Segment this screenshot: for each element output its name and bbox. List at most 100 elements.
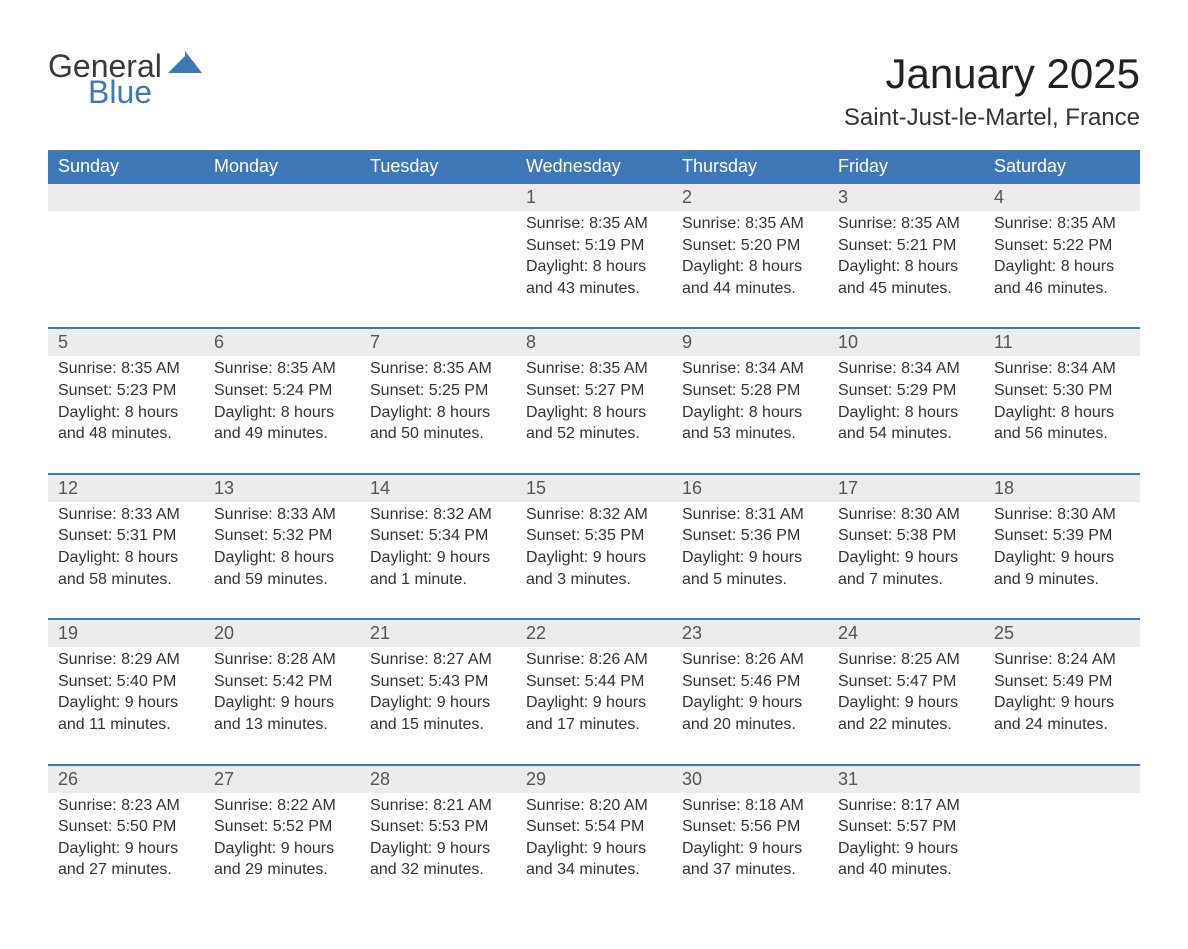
- day-body-row: Sunrise: 8:33 AMSunset: 5:31 PMDaylight:…: [48, 502, 1140, 618]
- daylight-line-2: and 54 minutes.: [838, 423, 974, 445]
- daylight-line-1: Daylight: 9 hours: [994, 692, 1130, 714]
- month-title: January 2025: [844, 50, 1140, 98]
- day-number-cell: 2: [672, 184, 828, 211]
- day-body-cell: Sunrise: 8:33 AMSunset: 5:31 PMDaylight:…: [48, 502, 204, 618]
- daylight-line-2: and 24 minutes.: [994, 714, 1130, 736]
- location-subtitle: Saint-Just-le-Martel, France: [844, 104, 1140, 132]
- day-body-cell: Sunrise: 8:20 AMSunset: 5:54 PMDaylight:…: [516, 793, 672, 909]
- day-body-cell: Sunrise: 8:35 AMSunset: 5:24 PMDaylight:…: [204, 356, 360, 472]
- day-body-cell: Sunrise: 8:21 AMSunset: 5:53 PMDaylight:…: [360, 793, 516, 909]
- day-number-row: 12131415161718: [48, 475, 1140, 502]
- daylight-line-1: Daylight: 9 hours: [838, 547, 974, 569]
- day-number-cell: 31: [828, 766, 984, 793]
- day-number-cell: 12: [48, 475, 204, 502]
- sunrise-line: Sunrise: 8:35 AM: [526, 213, 662, 235]
- sunset-line: Sunset: 5:22 PM: [994, 235, 1130, 257]
- sunset-line: Sunset: 5:52 PM: [214, 816, 350, 838]
- daylight-line-1: Daylight: 8 hours: [526, 402, 662, 424]
- daylight-line-1: Daylight: 9 hours: [682, 547, 818, 569]
- day-body-cell: Sunrise: 8:35 AMSunset: 5:19 PMDaylight:…: [516, 211, 672, 327]
- daylight-line-2: and 53 minutes.: [682, 423, 818, 445]
- sunrise-line: Sunrise: 8:26 AM: [682, 649, 818, 671]
- day-number-cell: 27: [204, 766, 360, 793]
- weekday-header-cell: Thursday: [672, 150, 828, 184]
- sunrise-line: Sunrise: 8:23 AM: [58, 795, 194, 817]
- sunrise-line: Sunrise: 8:26 AM: [526, 649, 662, 671]
- sunset-line: Sunset: 5:31 PM: [58, 525, 194, 547]
- sunrise-line: Sunrise: 8:32 AM: [370, 504, 506, 526]
- sunrise-line: Sunrise: 8:33 AM: [58, 504, 194, 526]
- logo: General Blue: [48, 50, 202, 108]
- title-block: January 2025 Saint-Just-le-Martel, Franc…: [844, 50, 1140, 132]
- sunrise-line: Sunrise: 8:33 AM: [214, 504, 350, 526]
- day-body-cell: [984, 793, 1140, 909]
- day-body-cell: Sunrise: 8:25 AMSunset: 5:47 PMDaylight:…: [828, 647, 984, 763]
- day-body-cell: Sunrise: 8:35 AMSunset: 5:27 PMDaylight:…: [516, 356, 672, 472]
- daylight-line-1: Daylight: 9 hours: [214, 838, 350, 860]
- sunrise-line: Sunrise: 8:35 AM: [58, 358, 194, 380]
- sunset-line: Sunset: 5:47 PM: [838, 671, 974, 693]
- daylight-line-2: and 34 minutes.: [526, 859, 662, 881]
- daylight-line-2: and 15 minutes.: [370, 714, 506, 736]
- sunrise-line: Sunrise: 8:35 AM: [370, 358, 506, 380]
- sunset-line: Sunset: 5:43 PM: [370, 671, 506, 693]
- day-number-cell: 3: [828, 184, 984, 211]
- daylight-line-1: Daylight: 9 hours: [58, 692, 194, 714]
- daylight-line-1: Daylight: 8 hours: [214, 547, 350, 569]
- daylight-line-2: and 5 minutes.: [682, 569, 818, 591]
- calendar-week: 262728293031Sunrise: 8:23 AMSunset: 5:50…: [48, 764, 1140, 909]
- sunset-line: Sunset: 5:49 PM: [994, 671, 1130, 693]
- day-body-cell: Sunrise: 8:30 AMSunset: 5:39 PMDaylight:…: [984, 502, 1140, 618]
- calendar-week: 567891011Sunrise: 8:35 AMSunset: 5:23 PM…: [48, 327, 1140, 472]
- sunset-line: Sunset: 5:53 PM: [370, 816, 506, 838]
- day-number-cell: 9: [672, 329, 828, 356]
- day-body-cell: Sunrise: 8:34 AMSunset: 5:29 PMDaylight:…: [828, 356, 984, 472]
- day-number-cell: 28: [360, 766, 516, 793]
- day-number-cell: 14: [360, 475, 516, 502]
- day-body-cell: Sunrise: 8:22 AMSunset: 5:52 PMDaylight:…: [204, 793, 360, 909]
- calendar-grid: SundayMondayTuesdayWednesdayThursdayFrid…: [48, 150, 1140, 909]
- daylight-line-1: Daylight: 9 hours: [682, 692, 818, 714]
- daylight-line-2: and 13 minutes.: [214, 714, 350, 736]
- sunrise-line: Sunrise: 8:35 AM: [682, 213, 818, 235]
- day-body-row: Sunrise: 8:23 AMSunset: 5:50 PMDaylight:…: [48, 793, 1140, 909]
- day-body-cell: [48, 211, 204, 327]
- day-number-cell: 21: [360, 620, 516, 647]
- sunset-line: Sunset: 5:32 PM: [214, 525, 350, 547]
- daylight-line-2: and 52 minutes.: [526, 423, 662, 445]
- daylight-line-2: and 44 minutes.: [682, 278, 818, 300]
- sunrise-line: Sunrise: 8:24 AM: [994, 649, 1130, 671]
- sunrise-line: Sunrise: 8:20 AM: [526, 795, 662, 817]
- day-body-cell: Sunrise: 8:33 AMSunset: 5:32 PMDaylight:…: [204, 502, 360, 618]
- daylight-line-1: Daylight: 9 hours: [370, 838, 506, 860]
- day-body-cell: Sunrise: 8:35 AMSunset: 5:22 PMDaylight:…: [984, 211, 1140, 327]
- daylight-line-2: and 45 minutes.: [838, 278, 974, 300]
- daylight-line-1: Daylight: 9 hours: [838, 692, 974, 714]
- daylight-line-1: Daylight: 9 hours: [526, 547, 662, 569]
- day-number-cell: 8: [516, 329, 672, 356]
- weekday-header-cell: Saturday: [984, 150, 1140, 184]
- daylight-line-2: and 46 minutes.: [994, 278, 1130, 300]
- sunrise-line: Sunrise: 8:32 AM: [526, 504, 662, 526]
- daylight-line-1: Daylight: 9 hours: [58, 838, 194, 860]
- day-body-cell: Sunrise: 8:31 AMSunset: 5:36 PMDaylight:…: [672, 502, 828, 618]
- sunrise-line: Sunrise: 8:35 AM: [838, 213, 974, 235]
- day-body-cell: Sunrise: 8:32 AMSunset: 5:35 PMDaylight:…: [516, 502, 672, 618]
- day-number-cell: [360, 184, 516, 211]
- sunset-line: Sunset: 5:56 PM: [682, 816, 818, 838]
- daylight-line-2: and 50 minutes.: [370, 423, 506, 445]
- sunrise-line: Sunrise: 8:34 AM: [994, 358, 1130, 380]
- day-body-cell: Sunrise: 8:35 AMSunset: 5:21 PMDaylight:…: [828, 211, 984, 327]
- day-number-cell: 25: [984, 620, 1140, 647]
- sunrise-line: Sunrise: 8:28 AM: [214, 649, 350, 671]
- sunset-line: Sunset: 5:30 PM: [994, 380, 1130, 402]
- sunset-line: Sunset: 5:50 PM: [58, 816, 194, 838]
- day-number-cell: 20: [204, 620, 360, 647]
- day-number-cell: 22: [516, 620, 672, 647]
- sunrise-line: Sunrise: 8:27 AM: [370, 649, 506, 671]
- day-body-cell: Sunrise: 8:28 AMSunset: 5:42 PMDaylight:…: [204, 647, 360, 763]
- sunset-line: Sunset: 5:21 PM: [838, 235, 974, 257]
- sunrise-line: Sunrise: 8:22 AM: [214, 795, 350, 817]
- day-body-cell: Sunrise: 8:34 AMSunset: 5:30 PMDaylight:…: [984, 356, 1140, 472]
- sunset-line: Sunset: 5:39 PM: [994, 525, 1130, 547]
